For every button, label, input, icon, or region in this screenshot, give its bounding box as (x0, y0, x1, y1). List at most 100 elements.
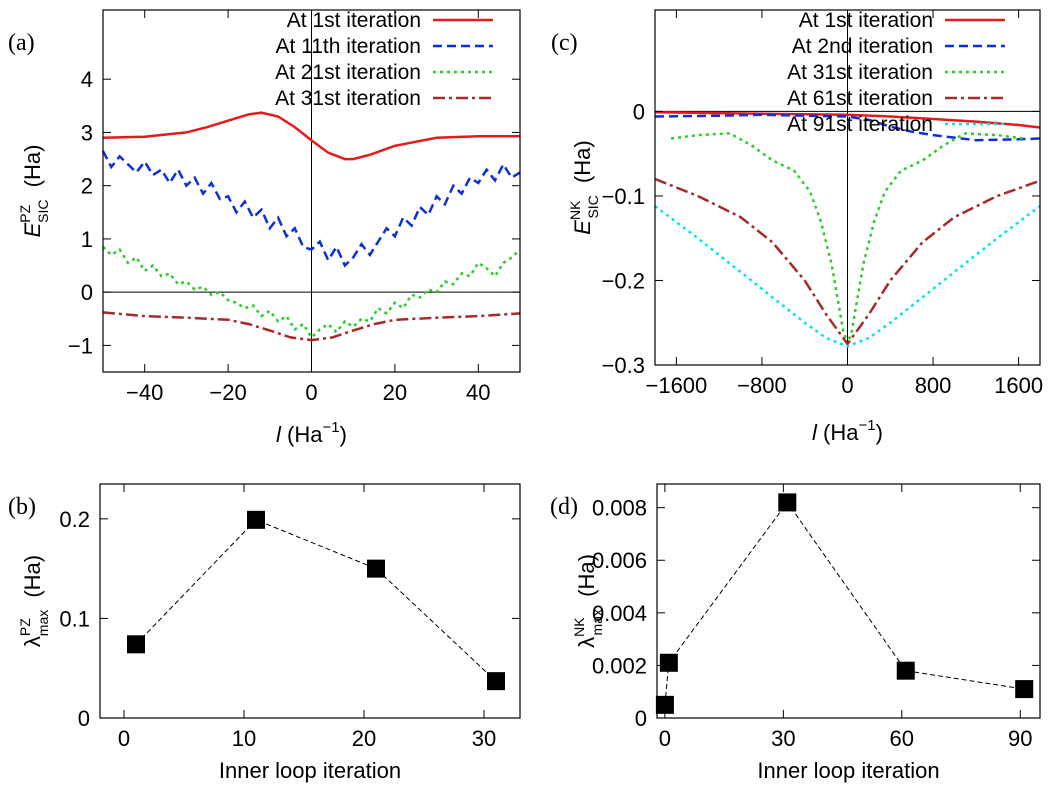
y-axis-title: EPZ SIC (Ha) (17, 145, 51, 238)
y-tick-label: 0 (81, 280, 93, 305)
connector-line (135, 519, 497, 682)
panel-label: (b) (8, 494, 36, 520)
data-point-3 (778, 493, 797, 512)
x-tick-label: 800 (915, 373, 952, 398)
data-point-4 (487, 672, 505, 691)
panel-d: 0 30 60 90 0 0.002 0.004 0.006 0.008 (d) Inner loo… (550, 483, 1041, 783)
y-axis-sup: PZ (17, 618, 33, 636)
x-tick-label: −1600 (645, 373, 707, 398)
data-point-3 (367, 559, 385, 578)
y-axis-title: λNK max (Ha) (571, 554, 605, 648)
x-tick-label: 30 (771, 726, 795, 751)
x-tick-label: 60 (890, 726, 914, 751)
y-tick-label: 3 (81, 120, 93, 145)
y-tick-label: 0.002 (592, 653, 647, 678)
y-tick-label: 2 (81, 174, 93, 199)
y-axis-symbol: E (570, 220, 595, 235)
y-tick-label: 0.004 (592, 601, 647, 626)
x-axis-unit: (Ha (287, 422, 323, 447)
legend-entry-4: At 61st iteration (787, 87, 933, 110)
legend-entry-3: At 21st iteration (275, 61, 421, 84)
series-line-5 (654, 205, 1041, 348)
series-line-4 (102, 311, 521, 342)
series-line-4 (654, 177, 1041, 347)
x-tick-label: 40 (466, 380, 490, 405)
panel-label: (d) (550, 494, 578, 520)
legend-entry-5: At 91st iteration (787, 113, 933, 136)
x-tick-label: −20 (209, 380, 246, 405)
x-axis-title: l (Ha−1) (812, 417, 883, 445)
x-tick-label: 90 (1008, 726, 1032, 751)
x-tick-label: 0 (305, 380, 317, 405)
legend-entry-1: At 1st iteration (287, 9, 421, 32)
x-axis-title: Inner loop iteration (757, 758, 939, 783)
plot-frame (99, 483, 521, 719)
x-tick-label: 20 (352, 726, 376, 751)
x-tick-label: 0 (841, 373, 853, 398)
y-tick-label: 0.2 (59, 507, 90, 532)
x-axis-unit: (Ha (823, 420, 859, 445)
x-axis-var: l (812, 420, 823, 445)
x-axis-close: ) (876, 420, 883, 445)
y-axis-sub: SIC (35, 199, 51, 222)
y-axis-symbol: E (20, 222, 45, 237)
y-tick-label: −0.1 (602, 184, 645, 209)
data-point-2 (247, 510, 265, 529)
legend-entry-3: At 31st iteration (787, 61, 933, 84)
legend-entry-2: At 11th iteration (275, 35, 421, 58)
y-tick-label: 0 (78, 706, 90, 731)
y-axis-sub: SIC (585, 195, 601, 218)
x-axis-title: l (Ha−1) (276, 419, 347, 447)
x-tick-label: 0 (659, 726, 671, 751)
y-axis-title: λPZ max (Ha) (17, 555, 51, 647)
data-point-5 (1015, 680, 1034, 699)
x-axis-exp: −1 (323, 419, 340, 436)
panel-label: (a) (8, 30, 35, 56)
y-tick-label: −1 (68, 333, 93, 358)
y-tick-label: 0.008 (592, 496, 647, 521)
y-axis-symbol: λ (574, 637, 599, 648)
data-point-4 (896, 661, 915, 680)
y-axis-sub: max (35, 610, 51, 636)
x-tick-label: 1600 (994, 373, 1043, 398)
y-tick-label: −0.3 (602, 353, 645, 378)
x-tick-label: 20 (383, 380, 407, 405)
x-tick-label: 30 (472, 726, 496, 751)
panel-c: −1600 −800 0 800 1600 −0.3 −0.2 −0.1 0 (c) At 1st … (551, 9, 1043, 445)
y-axis-sub: max (589, 609, 605, 635)
y-tick-label: 0 (633, 99, 645, 124)
panel-a: −40 −20 0 20 40 −1 0 1 2 3 4 (a) At 1st iteration At … (8, 9, 521, 447)
series-line-1 (102, 111, 520, 161)
legend-entry-1: At 1st iteration (799, 9, 933, 32)
data-point-1 (127, 635, 145, 654)
y-tick-label: 0.1 (59, 606, 90, 631)
series-line-2 (654, 113, 1041, 142)
panel-b: 0 10 20 30 0 0.1 0.2 (b) Inner loop iteration λPZ… (8, 483, 521, 783)
y-tick-label: 1 (81, 227, 93, 252)
data-point-2 (659, 653, 678, 672)
y-tick-label: 0 (635, 706, 647, 731)
legend-entry-4: At 31st iteration (275, 87, 421, 110)
y-tick-label: 0.006 (592, 548, 647, 573)
x-axis-exp: −1 (859, 417, 876, 434)
y-axis-unit: (Ha) (570, 140, 595, 189)
plot-frame (656, 483, 1041, 719)
y-axis-sup: PZ (17, 204, 33, 222)
x-tick-label: 10 (232, 726, 256, 751)
y-axis-title: ENK SIC (Ha) (567, 140, 601, 234)
y-tick-label: 4 (81, 67, 93, 92)
legend-entry-2: At 2nd iteration (792, 35, 933, 58)
series-line-1 (654, 111, 1041, 129)
connector-line (664, 501, 1025, 705)
y-axis-unit: (Ha) (574, 554, 599, 603)
series-line-3 (102, 245, 521, 340)
x-tick-label: 0 (118, 726, 130, 751)
y-axis-symbol: λ (20, 636, 45, 647)
y-tick-label: −0.2 (602, 268, 645, 293)
panel-label: (c) (551, 30, 578, 56)
x-tick-label: −800 (737, 373, 787, 398)
x-tick-label: −40 (126, 380, 163, 405)
y-axis-unit: (Ha) (20, 145, 45, 194)
data-point-1 (655, 695, 674, 714)
